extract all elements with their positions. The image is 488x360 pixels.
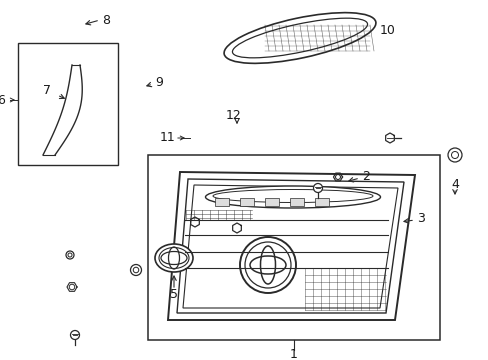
Circle shape — [313, 184, 322, 193]
Ellipse shape — [155, 244, 193, 272]
Text: 4: 4 — [450, 179, 458, 192]
Text: 10: 10 — [379, 23, 395, 36]
Text: 6: 6 — [0, 94, 5, 107]
Text: 5: 5 — [170, 288, 178, 301]
Text: 9: 9 — [155, 77, 163, 90]
Bar — [18, 43, 118, 165]
Polygon shape — [177, 179, 403, 313]
Text: 7: 7 — [43, 85, 51, 98]
Bar — [264, 198, 279, 206]
Polygon shape — [168, 172, 414, 320]
Text: 8: 8 — [102, 13, 110, 27]
Bar — [289, 198, 304, 206]
Text: 12: 12 — [225, 109, 242, 122]
Text: 2: 2 — [361, 171, 369, 184]
Circle shape — [240, 237, 295, 293]
Ellipse shape — [205, 186, 380, 208]
Bar — [215, 198, 228, 206]
Circle shape — [70, 330, 80, 339]
Ellipse shape — [224, 13, 375, 63]
Text: 11: 11 — [160, 131, 175, 144]
Bar — [148, 155, 439, 340]
Text: 3: 3 — [416, 212, 424, 225]
Bar — [314, 198, 328, 206]
Text: 1: 1 — [289, 348, 297, 360]
Ellipse shape — [232, 18, 367, 58]
Bar — [240, 198, 253, 206]
Ellipse shape — [213, 189, 372, 202]
Polygon shape — [183, 185, 397, 308]
